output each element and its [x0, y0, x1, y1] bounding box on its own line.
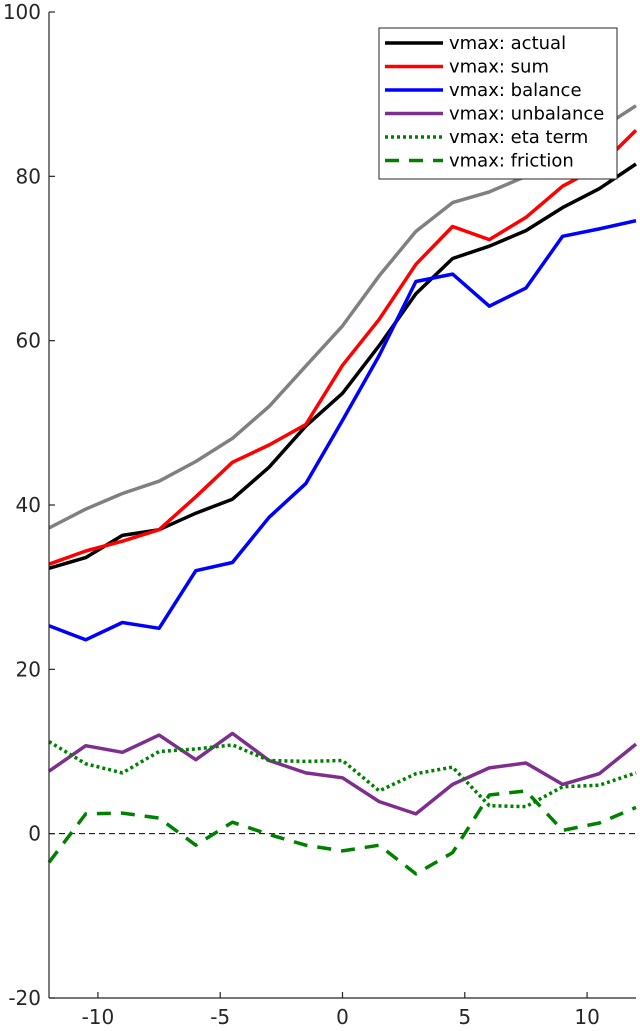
legend-box: [378, 27, 618, 180]
legend-label: vmax: eta term: [449, 127, 588, 148]
y-tick-label: 0: [28, 822, 41, 846]
legend-label: vmax: friction: [449, 151, 574, 172]
legend-label: vmax: balance: [449, 80, 582, 101]
y-tick-label: -20: [8, 986, 41, 1010]
series-line-vmax-sum: [48, 129, 638, 566]
x-tick-label: 0: [336, 1005, 349, 1029]
x-tick-label: 10: [574, 1005, 599, 1029]
series-line-vmax-balance: [48, 218, 637, 642]
y-tick-label: 60: [16, 329, 41, 353]
x-tick-label: -5: [210, 1005, 230, 1029]
series-line-vmax-eta-term: [48, 740, 637, 809]
y-tick-label: 40: [16, 493, 41, 517]
x-tick-label: 5: [458, 1005, 471, 1029]
series-line-vmax-actual: [48, 162, 637, 570]
y-tick-label: 20: [16, 657, 41, 681]
tick-group: -20 0 20 40 60 80 100 -10 -5 0 5 10: [3, 0, 600, 1029]
series-line-vmax-friction: [47, 789, 637, 876]
series-line-vmax-unbalance: [48, 731, 638, 816]
y-tick-label: 80: [16, 164, 41, 188]
x-tick-label: -10: [82, 1005, 115, 1029]
legend-label: vmax: actual: [449, 33, 566, 54]
legend-label: vmax: unbalance: [449, 104, 604, 125]
legend-label: vmax: sum: [449, 57, 549, 78]
y-tick-label: 100: [3, 0, 41, 24]
